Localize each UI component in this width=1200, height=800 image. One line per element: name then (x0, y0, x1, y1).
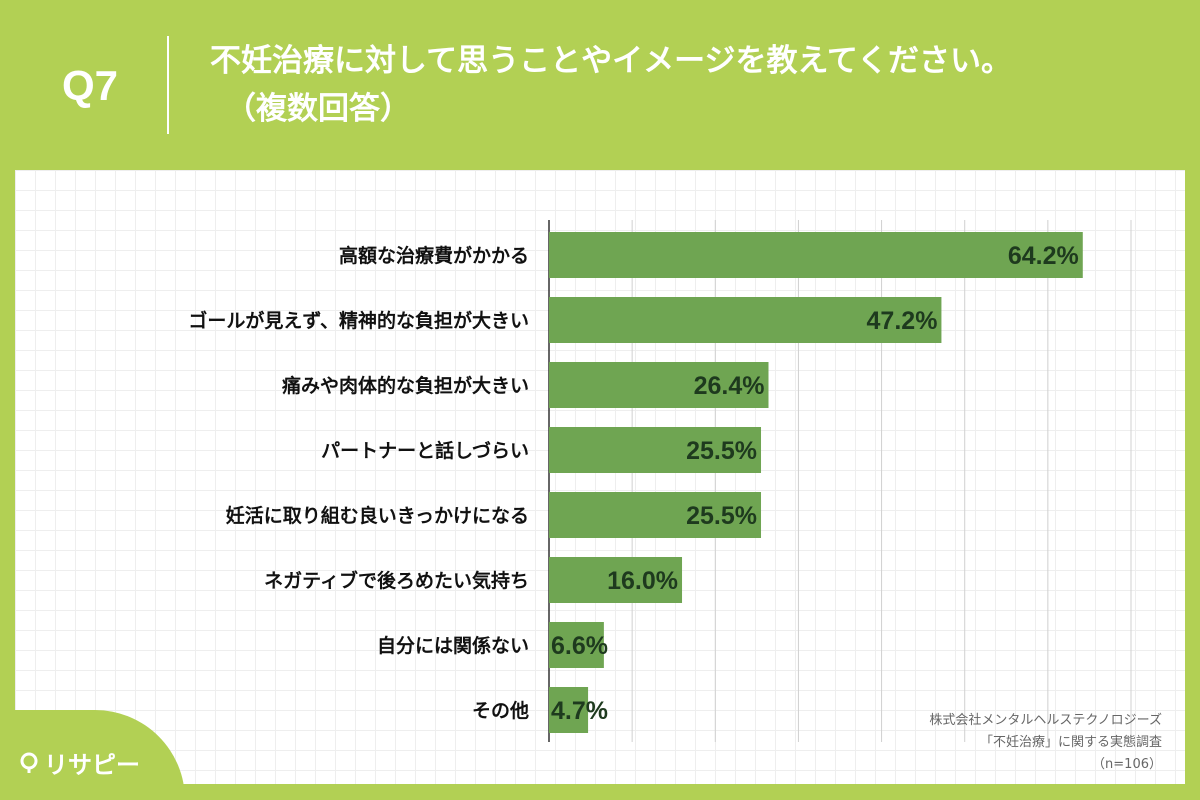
category-label: 高額な治療費がかかる (339, 244, 529, 267)
value-label: 4.7% (551, 697, 608, 725)
bar (549, 687, 589, 733)
brand-logo-text: リサピー (44, 751, 140, 779)
bar (549, 232, 1083, 278)
category-label: その他 (472, 699, 529, 722)
category-label: 自分には関係ない (377, 634, 529, 657)
bars-layer (549, 232, 1083, 733)
brand-logo: リサピー (18, 745, 140, 780)
bar (549, 622, 604, 668)
question-number: Q7 (62, 62, 119, 109)
labels-layer: 高額な治療費がかかる 64.2% ゴールが見えず、精神的な負担が大きい 47.2% 痛み… (188, 242, 1078, 725)
source-note: 株式会社メンタルヘルステクノロジーズ 「不妊治療」に関する実態調査 （n=106… (929, 710, 1162, 776)
bar (549, 427, 762, 473)
header-divider (167, 36, 169, 134)
bar (549, 297, 942, 343)
value-label: 25.5% (686, 437, 757, 465)
header: Q7 不妊治療に対して思うことやイメージを教えてください。 （複数回答） (0, 0, 1200, 170)
bar (549, 557, 683, 603)
category-label: ネガティブで後ろめたい気持ち (264, 569, 529, 592)
value-label: 47.2% (867, 307, 938, 335)
category-label: 痛みや肉体的な負担が大きい (282, 374, 529, 397)
bar (549, 362, 769, 408)
value-label: 26.4% (694, 372, 765, 400)
location-pin-icon (20, 752, 38, 773)
category-label: ゴールが見えず、精神的な負担が大きい (188, 309, 529, 332)
value-label: 25.5% (686, 502, 757, 530)
category-label: 妊活に取り組む良いきっかけになる (226, 504, 529, 527)
source-sample-size: （n=106） (1092, 757, 1162, 772)
bar (549, 492, 762, 538)
page-subtitle: （複数回答） (225, 91, 411, 127)
value-label: 6.6% (551, 632, 608, 660)
value-label: 64.2% (1008, 242, 1079, 270)
page-title: 不妊治療に対して思うことやイメージを教えてください。 (210, 43, 1012, 79)
source-survey: 「不妊治療」に関する実態調査 (979, 735, 1162, 750)
value-label: 16.0% (607, 567, 678, 595)
category-label: パートナーと話しづらい (321, 439, 529, 462)
source-company: 株式会社メンタルヘルステクノロジーズ (929, 713, 1162, 728)
